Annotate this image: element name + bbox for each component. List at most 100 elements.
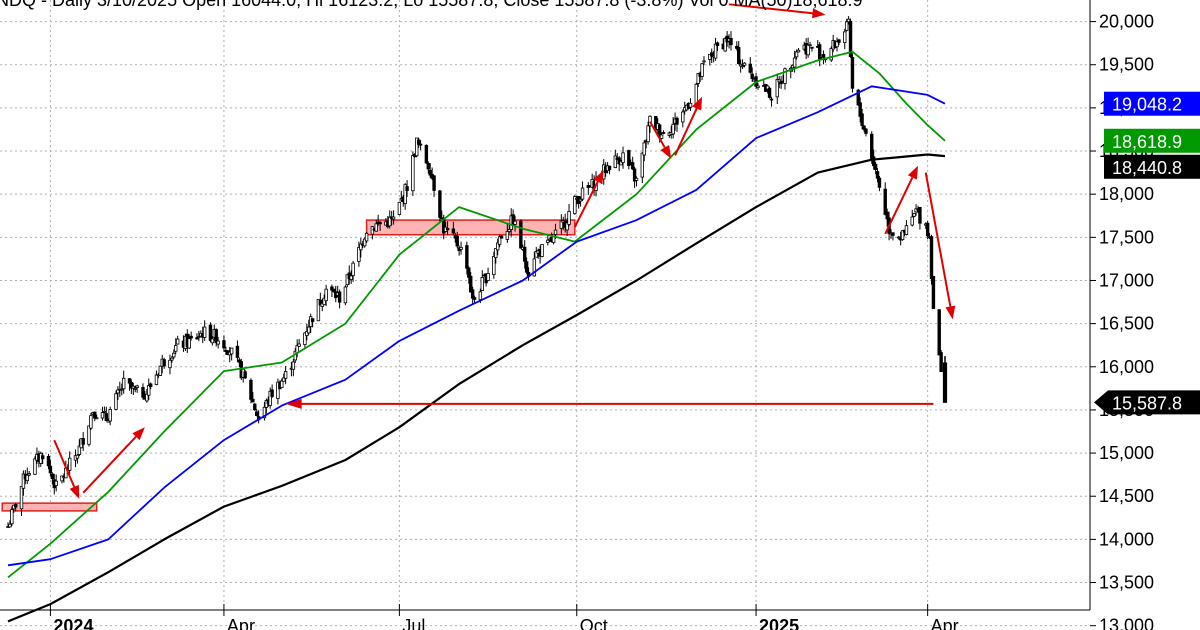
trend-arrow-head (660, 145, 672, 159)
candle-body (197, 336, 201, 339)
candle-body (619, 160, 623, 166)
candle-body (270, 389, 274, 397)
candle-body (48, 465, 53, 474)
price-badges: 19,048.2 18,618.9 18,440.8 15,587.8 (1094, 91, 1200, 415)
ma-price-label: 18,618.9 (1112, 132, 1182, 152)
candle-body (713, 43, 718, 59)
candle-body (522, 246, 527, 262)
candle-body (837, 39, 841, 43)
candle-body (912, 213, 916, 217)
trend-arrow-shaft (674, 108, 698, 156)
candle-body (54, 480, 58, 486)
candle-body (104, 413, 109, 421)
candle-body (810, 46, 814, 49)
candle-body (405, 186, 409, 191)
candle-body (621, 152, 625, 163)
candle-body (451, 228, 456, 234)
candle-body (546, 239, 550, 243)
candle-body (337, 291, 342, 303)
candle-body (937, 309, 941, 356)
candle-body (648, 115, 652, 127)
candle-body (141, 387, 145, 398)
candle-body (147, 385, 151, 396)
candle-body (607, 165, 612, 171)
candle-body (253, 403, 257, 411)
candle-body (864, 128, 868, 134)
candle-body (870, 133, 874, 160)
candle-body (777, 79, 781, 83)
candle-body (613, 155, 618, 169)
candle-body (748, 63, 752, 73)
candle-body (388, 216, 392, 227)
candle-body (237, 359, 242, 363)
candle-body (14, 504, 18, 508)
candle-body (738, 63, 743, 67)
candle-body (129, 382, 134, 389)
y-tick-label: 18,000 (1099, 184, 1154, 204)
candle-body (235, 345, 240, 358)
candle-body (900, 230, 905, 241)
candle-body (116, 389, 120, 394)
candle-body (362, 238, 367, 247)
x-tick-label: 2025 (759, 616, 799, 630)
candle-body (634, 177, 639, 181)
candle-body (262, 406, 267, 419)
candle-body (659, 134, 664, 139)
candle-body (145, 393, 149, 402)
candle-body (783, 68, 787, 84)
trend-arrow-shaft (82, 435, 137, 494)
candle-body (505, 231, 510, 240)
candle-body (154, 374, 159, 385)
candle-body (877, 177, 882, 188)
candle-body (617, 157, 621, 165)
support-zones (1, 219, 576, 512)
candle-body (524, 261, 529, 273)
support-zone (365, 219, 576, 236)
candle-body (925, 222, 930, 237)
candle-body (472, 297, 477, 300)
candle-body (168, 359, 172, 369)
candle-body (114, 393, 118, 410)
candle-body (357, 247, 361, 262)
candle-body (534, 251, 538, 258)
trend-arrow-head (69, 484, 80, 499)
candle-body (513, 220, 517, 225)
candle-body (108, 409, 112, 422)
trend-arrow-shaft (649, 121, 666, 149)
candle-body (391, 216, 396, 220)
chart-header: NDQ - Daily 3/10/2025 Open 16044.0, Hi 1… (0, 0, 863, 10)
trend-arrow-head (812, 8, 826, 19)
candle-body (497, 236, 502, 245)
candle-body (671, 123, 675, 135)
candle-body (41, 455, 45, 460)
candle-body (844, 21, 849, 31)
candle-body (93, 411, 97, 419)
candle-body (216, 340, 220, 345)
candle-body (835, 41, 839, 48)
candle-body (102, 410, 107, 413)
candle-body (846, 18, 851, 23)
candle-body (283, 371, 288, 379)
candle-body (931, 276, 936, 309)
y-tick-label: 13,000 (1099, 616, 1154, 630)
candle-body (929, 236, 934, 280)
candle-body (170, 357, 174, 361)
candle-body (821, 54, 826, 58)
candle-body (214, 329, 218, 344)
candle-body (792, 57, 797, 68)
candle-body (494, 248, 498, 259)
candle-body (303, 332, 307, 345)
candle-body (25, 474, 29, 482)
candle-body (939, 352, 943, 372)
candle-body (276, 381, 280, 399)
y-tick-label: 20,000 (1099, 12, 1154, 32)
candle-body (871, 156, 876, 167)
candle-body (740, 65, 745, 68)
candle-body (158, 365, 163, 376)
candle-body (416, 139, 421, 145)
y-tick-label: 15,000 (1099, 443, 1154, 463)
candle-body (627, 150, 631, 167)
candle-body (580, 187, 585, 200)
y-tick-label: 16,500 (1099, 314, 1154, 334)
